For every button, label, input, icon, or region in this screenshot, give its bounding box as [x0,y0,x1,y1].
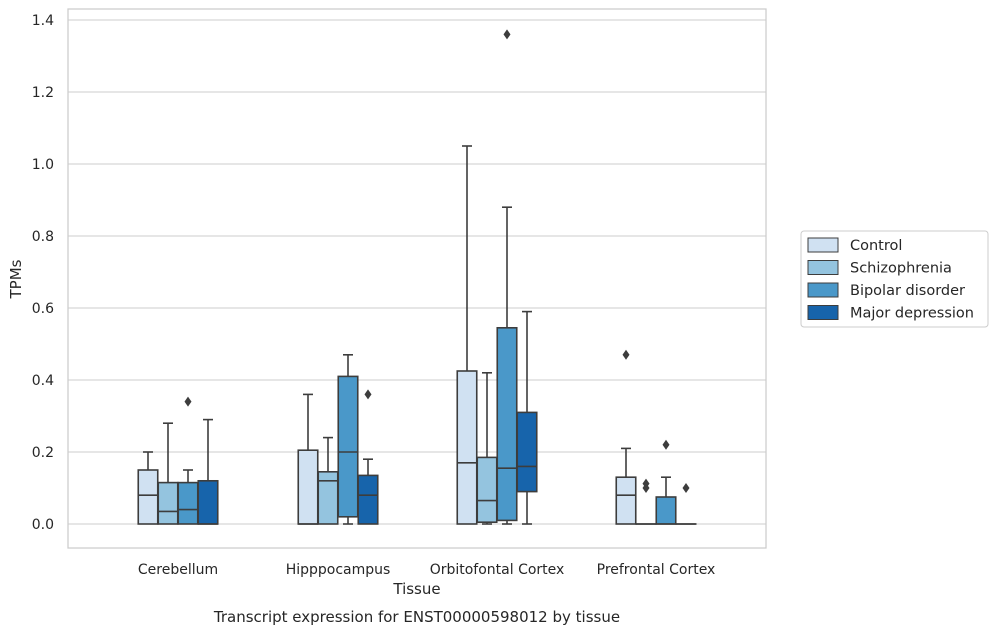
box-body [456,370,478,525]
box-body [317,470,339,525]
outlier-marker [364,389,372,400]
box-schizophrenia [317,436,339,525]
y-tick-label: 0.0 [32,517,54,533]
box-body [337,375,359,518]
box-bipolar-disorder [496,29,518,525]
legend-swatch [807,282,839,298]
y-tick-label: 0.6 [32,301,54,317]
box-body [157,481,179,525]
y-tick-label: 0.4 [32,373,54,389]
box-control [615,349,637,525]
legend-swatch [807,305,839,320]
outlier-marker [622,349,630,360]
y-tick-label: 0.2 [32,445,54,461]
grid-lines [68,19,766,525]
y-tick-label: 0.8 [32,229,54,245]
box-major-depression [675,483,697,525]
box-body [655,496,677,525]
x-tick-label: Cerebellum [138,562,218,578]
box-body [137,469,159,525]
box-control [137,451,159,525]
box-bipolar-disorder [337,353,359,525]
box-major-depression [516,310,538,525]
x-tick-label: Orbitofontal Cortex [430,562,565,578]
legend-frame [800,230,989,328]
y-axis-ticks: 0.0 0.2 0.4 0.6 0.8 1.0 1.2 1.4 [32,13,54,533]
box-control [456,145,478,525]
legend-label: Schizophrenia [850,261,952,277]
x-tick-label: Hipppocampus [286,562,391,578]
x-axis-ticks: Cerebellum Hipppocampus Orbitofontal Corte… [138,562,715,578]
outlier-marker [503,29,511,40]
x-axis-title: Tissue [392,580,440,598]
box-body [197,479,219,525]
box-schizophrenia [635,478,657,525]
x-tick-label: Prefrontal Cortex [597,562,716,578]
box-body [177,481,199,525]
box-major-depression [197,418,219,525]
outlier-marker [662,439,670,450]
box-groups [137,29,697,525]
outlier-marker [184,396,192,407]
box-body [615,476,637,525]
outlier-marker [682,483,690,493]
legend-swatch [807,237,839,253]
legend-label: Bipolar disorder [850,283,965,299]
box-major-depression [357,389,379,525]
legend-label: Control [850,238,902,254]
chart-caption: Transcript expression for ENST0000059801… [213,608,620,626]
box-body [297,449,319,525]
legend-label: Major depression [850,306,974,322]
y-tick-label: 1.4 [32,13,54,29]
y-tick-label: 1.0 [32,157,54,173]
outlier-marker [642,478,650,489]
legend: Control Schizophrenia Bipolar disorder Majo… [800,230,989,328]
box-body [516,411,538,493]
box-body [357,474,379,525]
y-tick-label: 1.2 [32,85,54,101]
plot-frame [67,8,767,549]
plot-background [68,9,766,548]
box-bipolar-disorder [655,439,677,525]
legend-swatch [807,260,839,275]
y-axis-title: TPMs [7,259,25,299]
box-schizophrenia [476,371,498,525]
box-body [476,456,498,523]
box-body [496,326,518,522]
